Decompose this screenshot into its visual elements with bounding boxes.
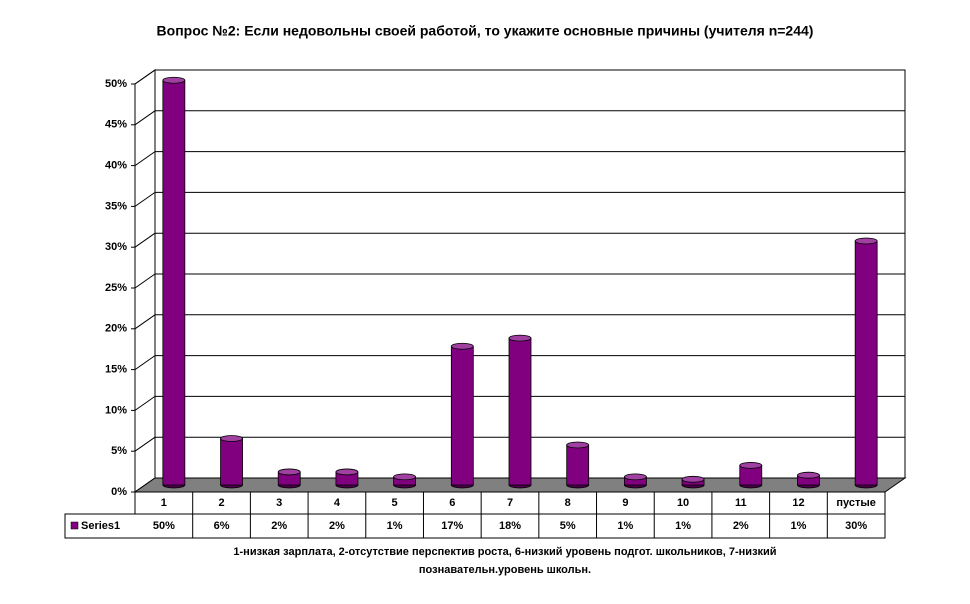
grid-line-side [134, 151, 156, 167]
grid-line-side [134, 355, 156, 371]
note: 1-низкая зарплата, 2-отсутствие перспект… [233, 546, 776, 558]
data-label: 2% [271, 520, 287, 532]
x-tick-label: 2 [218, 497, 224, 509]
data-label: 6% [214, 520, 230, 532]
y-tick-label: 30% [105, 241, 127, 253]
data-label: 1% [617, 520, 633, 532]
y-tick-label: 5% [111, 445, 127, 457]
bar [450, 345, 474, 486]
x-tick-label: 9 [622, 497, 628, 509]
grid-line-side [134, 314, 156, 330]
x-tick-label: 1 [161, 497, 167, 509]
data-label: 2% [733, 520, 749, 532]
bar-top [393, 473, 417, 481]
bar-top [277, 468, 301, 476]
chart-title: Вопрос №2: Если недовольны своей работой… [157, 23, 814, 39]
y-tick-label: 20% [105, 323, 127, 335]
x-tick-label: 11 [735, 497, 747, 509]
bar-top [220, 435, 243, 442]
y-tick-label: 40% [105, 160, 127, 172]
grid-line-side [134, 273, 156, 289]
grid-line-side [134, 69, 156, 85]
bar-top [854, 237, 878, 245]
bar [854, 240, 878, 486]
x-tick-label: 7 [507, 497, 513, 509]
bar-top [335, 468, 359, 476]
data-label: 1% [387, 520, 403, 532]
bar [566, 444, 590, 486]
x-tick-label: 4 [334, 497, 341, 509]
data-label: 30% [845, 520, 867, 532]
y-tick-label: 45% [105, 119, 127, 131]
bar [162, 79, 186, 486]
x-tick-label: 12 [792, 497, 804, 509]
y-tick-label: 10% [105, 404, 127, 416]
y-tick-label: 50% [105, 78, 127, 90]
table-frame [64, 513, 886, 539]
data-label: 50% [153, 520, 175, 532]
grid-line-side [134, 110, 156, 126]
x-tick-label: 5 [392, 497, 398, 509]
note: познавательн.уровень школьн. [419, 564, 591, 576]
x-tick-label: 10 [677, 497, 689, 509]
grid-line-side [134, 436, 156, 452]
bar [508, 337, 532, 486]
x-tick-label: 3 [276, 497, 282, 509]
y-tick-label: 35% [105, 200, 127, 212]
bar-top [797, 471, 820, 479]
data-label: 5% [560, 520, 576, 532]
data-label: 18% [499, 520, 521, 532]
y-tick-label: 0% [111, 486, 127, 498]
grid-line-side [134, 232, 156, 248]
table-frame [134, 491, 886, 515]
y-tick-label: 15% [105, 364, 127, 376]
x-tick-label: 8 [565, 497, 571, 509]
bar-top [739, 462, 763, 469]
bar-top [623, 473, 647, 481]
data-label: 1% [791, 520, 807, 532]
bar-top [566, 441, 590, 449]
data-label: 17% [441, 520, 463, 532]
x-tick-label: 6 [449, 497, 455, 509]
bar-top [162, 76, 186, 84]
data-label: 1% [675, 520, 691, 532]
x-tick-label: пустые [836, 497, 876, 509]
bar [220, 438, 243, 486]
legend-swatch [70, 521, 79, 530]
bar-top [681, 475, 705, 483]
legend-label: Series1 [81, 520, 120, 532]
bar-top [508, 334, 532, 342]
y-tick-label: 25% [105, 282, 127, 294]
data-label: 2% [329, 520, 345, 532]
grid-line-side [134, 395, 156, 411]
bar-top [450, 342, 474, 350]
grid-line-side [134, 191, 156, 207]
